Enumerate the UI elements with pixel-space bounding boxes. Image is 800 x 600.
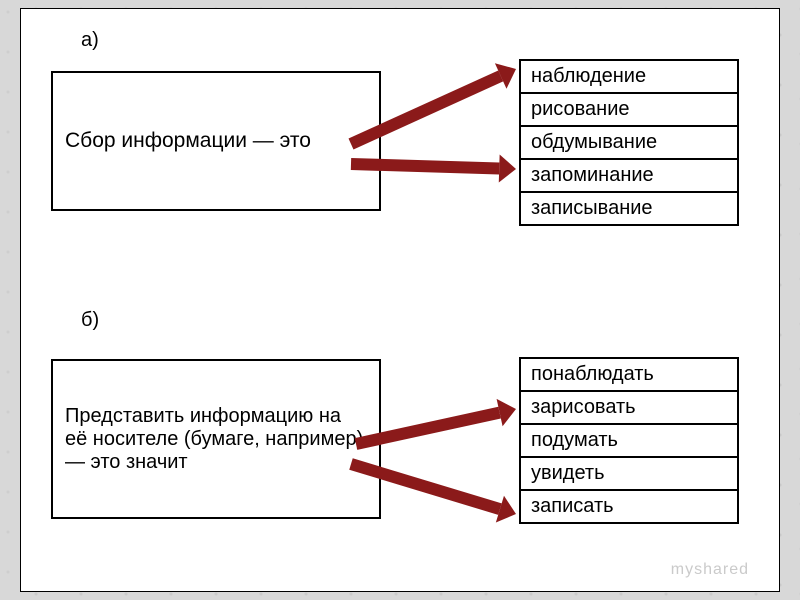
option-item: запоминание	[519, 158, 739, 193]
option-item: подумать	[519, 423, 739, 458]
section-a-left-box: Сбор информации — это	[51, 71, 381, 211]
section-a-options: наблюдение рисование обдумывание запомин…	[519, 59, 739, 224]
section-a-label: а)	[81, 29, 99, 52]
watermark: myshared	[671, 561, 749, 579]
option-item: записать	[519, 489, 739, 524]
option-item: рисование	[519, 92, 739, 127]
section-a-left-text: Сбор информации — это	[65, 129, 311, 153]
option-item: понаблюдать	[519, 357, 739, 392]
section-b-left-box: Представить информацию на её носителе (б…	[51, 359, 381, 519]
content-area: а) Сбор информации — это наблюдение рисо…	[20, 8, 780, 592]
option-item: записывание	[519, 191, 739, 226]
section-b-left-text: Представить информацию на её носителе (б…	[65, 405, 367, 474]
option-item: зарисовать	[519, 390, 739, 425]
section-b-options: понаблюдать зарисовать подумать увидеть …	[519, 357, 739, 522]
option-item: увидеть	[519, 456, 739, 491]
option-item: обдумывание	[519, 125, 739, 160]
section-b-label: б)	[81, 309, 99, 332]
option-item: наблюдение	[519, 59, 739, 94]
